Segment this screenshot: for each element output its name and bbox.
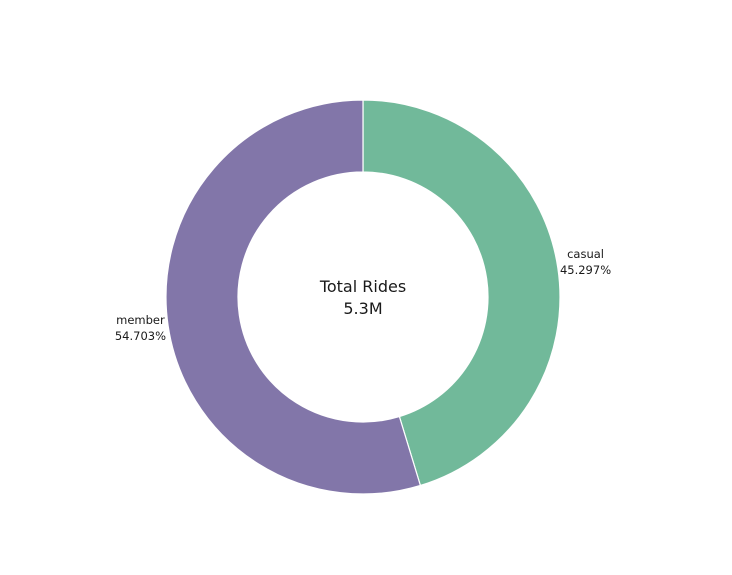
- slice-labels-group: casual 45.297% member 54.703%: [115, 247, 611, 343]
- slice-value-label-member: 54.703%: [115, 329, 166, 343]
- center-value: 5.3M: [343, 299, 382, 318]
- slice-casual: [362, 99, 561, 487]
- slices-group: [165, 99, 561, 495]
- slice-label-casual: casual: [567, 247, 604, 261]
- slice-label-member: member: [116, 313, 165, 327]
- slice-value-label-casual: 45.297%: [560, 263, 611, 277]
- center-title: Total Rides: [319, 277, 406, 296]
- slice-member: [165, 99, 422, 495]
